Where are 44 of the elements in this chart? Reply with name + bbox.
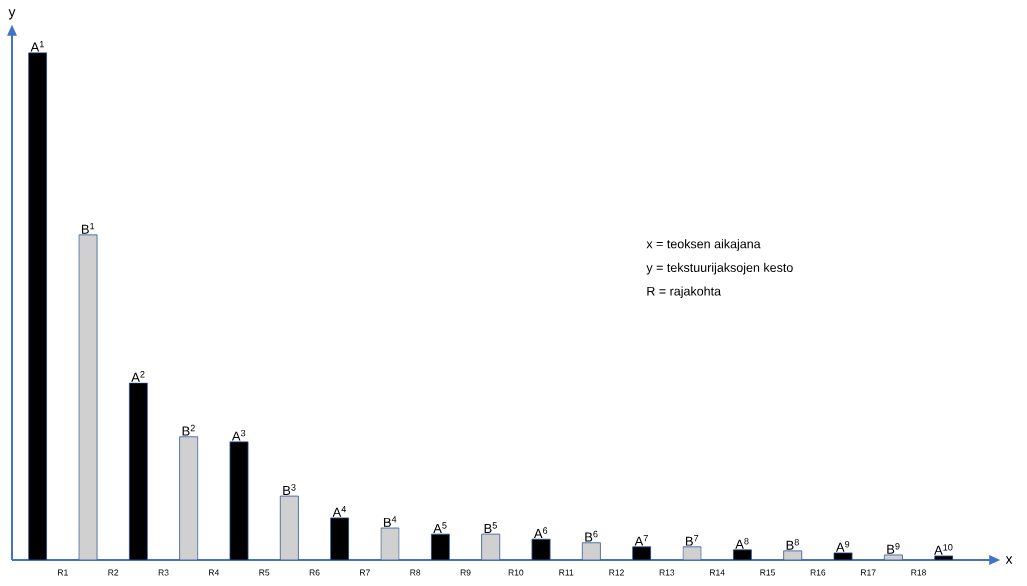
annotation: A$^{6}$ bbox=[533, 527, 548, 538]
annotation: B$^{5}$ bbox=[484, 522, 497, 533]
x-tick-label: R4 bbox=[209, 569, 220, 576]
y-axis-title: y bbox=[8, 9, 16, 20]
annotation: B$^{6}$ bbox=[585, 530, 598, 542]
annotation: x = teoksen aikajana bbox=[646, 239, 761, 251]
x-tick-label: R18 bbox=[911, 569, 926, 576]
annotation: B$^{8}$ bbox=[786, 538, 799, 550]
x-tick-label: R14 bbox=[710, 569, 725, 576]
annotation: A$^{2}$ bbox=[131, 371, 145, 382]
annotation: A$^{10}$ bbox=[934, 544, 953, 555]
annotation: R = rajakohta bbox=[647, 286, 722, 299]
x-tick-label: R5 bbox=[259, 569, 270, 576]
x-tick-label: R9 bbox=[460, 569, 471, 576]
annotation: A$^{4}$ bbox=[332, 506, 347, 517]
annotation: A$^{7}$ bbox=[634, 535, 648, 546]
x-tick-label: R11 bbox=[559, 569, 574, 576]
x-tick-label: R12 bbox=[609, 569, 624, 576]
annotation: A$^{9}$ bbox=[835, 540, 850, 552]
x-tick-label: R7 bbox=[360, 569, 370, 576]
x-tick-label: R13 bbox=[659, 569, 675, 576]
annotation: A$^{1}$ bbox=[30, 40, 44, 52]
x-tick-label: R10 bbox=[508, 569, 524, 576]
x-axis-title: x bbox=[1005, 556, 1013, 564]
annotation: A$^{8}$ bbox=[735, 537, 749, 549]
annotation: B$^{9}$ bbox=[887, 543, 900, 554]
annotation: B$^{2}$ bbox=[182, 424, 195, 436]
x-tick-label: R17 bbox=[861, 569, 876, 576]
bar bbox=[682, 546, 702, 560]
x-tick-label: R6 bbox=[309, 569, 320, 576]
x-tick-label: R16 bbox=[810, 569, 826, 576]
x-tick-label: R1 bbox=[58, 569, 68, 576]
annotation: B$^{4}$ bbox=[383, 516, 397, 527]
x-tick-label: R3 bbox=[158, 569, 169, 576]
annotation: B$^{3}$ bbox=[283, 484, 296, 495]
annotation: B$^{1}$ bbox=[81, 223, 95, 234]
annotation: A$^{5}$ bbox=[433, 522, 447, 533]
x-tick-label: R8 bbox=[410, 569, 421, 576]
x-tick-label: R2 bbox=[108, 569, 119, 576]
bar bbox=[28, 52, 48, 560]
x-tick-label: R15 bbox=[760, 569, 775, 576]
annotation: y = tekstuurijaksojen kesto bbox=[646, 262, 793, 275]
annotation: B$^{7}$ bbox=[685, 535, 699, 546]
annotation: A$^{3}$ bbox=[231, 429, 246, 441]
